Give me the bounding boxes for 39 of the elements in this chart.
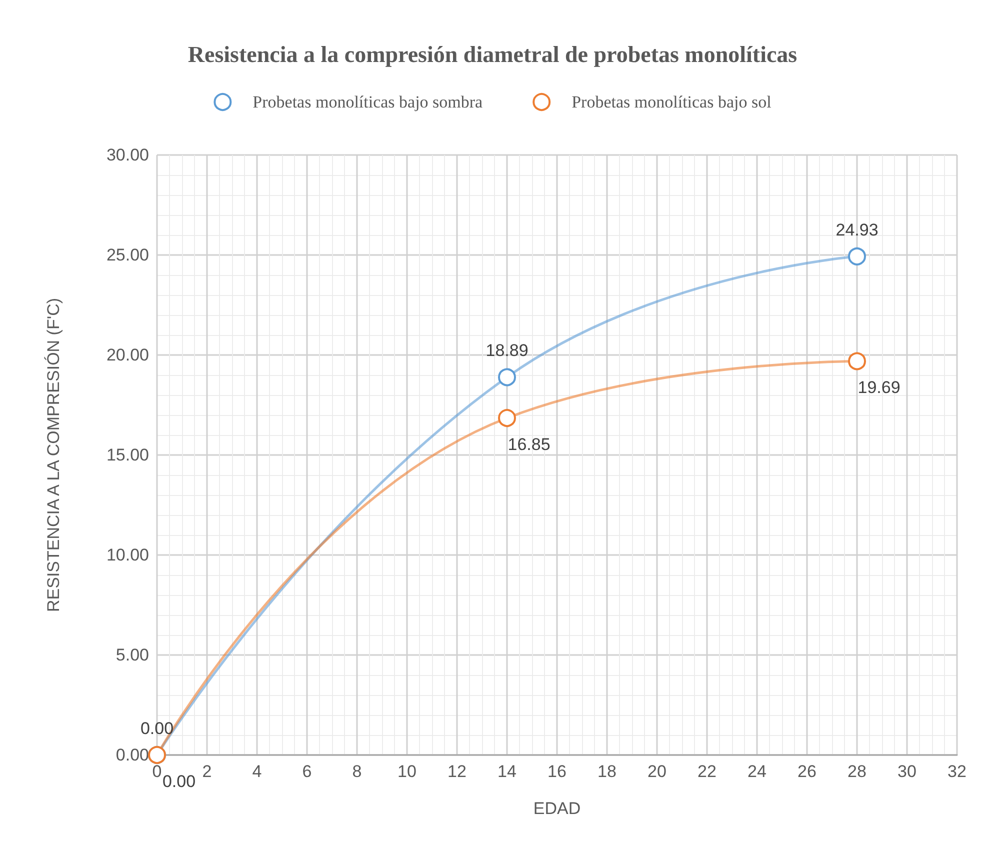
y-axis-title: RESISTENCIA A LA COMPRESIÓN (F'C) (44, 298, 63, 612)
y-tick-label: 15.00 (106, 446, 149, 464)
point (498, 368, 516, 386)
data-label: 16.85 (508, 435, 550, 454)
x-tick-label: 14 (498, 762, 516, 781)
x-tick-label: 30 (898, 762, 916, 781)
x-tick-label: 2 (202, 762, 212, 781)
x-tick-label: 28 (848, 762, 866, 781)
legend-label: Probetas monolíticas bajo sombra (252, 92, 484, 112)
point (498, 409, 516, 427)
y-tick-label: 5.00 (116, 646, 149, 664)
point (848, 247, 866, 266)
x-tick-label: 0 (152, 762, 162, 781)
x-axis-title: EDAD (533, 799, 581, 818)
x-tick-label: 16 (548, 762, 566, 781)
x-tick-label: 18 (598, 762, 616, 781)
y-tick-label: 30.00 (106, 146, 149, 164)
x-tick-label: 20 (648, 762, 666, 781)
x-tick-label: 6 (302, 762, 312, 781)
data-label: 24.93 (836, 220, 878, 240)
x-tick-label: 32 (948, 762, 966, 781)
x-tick-label: 10 (398, 762, 416, 781)
y-tick-label: 10.00 (106, 546, 149, 564)
x-tick-label: 24 (748, 762, 766, 781)
chart-title: Resistencia a la compresión diametral de probetas monolíticas (188, 42, 798, 67)
data-label: 19.69 (858, 378, 900, 398)
data-label: 0.00 (162, 772, 196, 791)
x-tick-label: 26 (798, 762, 816, 781)
legend-label: Probetas monolíticas bajo sol (572, 92, 772, 112)
x-tick-label: 4 (252, 762, 262, 781)
x-tick-label: 22 (698, 762, 716, 781)
point (848, 352, 866, 370)
y-tick-label: 20.00 (106, 346, 149, 364)
x-tick-label: 12 (448, 762, 466, 781)
y-tick-label: 25.00 (106, 246, 149, 264)
y-tick-label: 0.00 (116, 746, 149, 764)
data-label: 0.00 (140, 719, 174, 738)
data-label: 18.89 (486, 341, 528, 360)
x-tick-label: 8 (352, 762, 362, 781)
